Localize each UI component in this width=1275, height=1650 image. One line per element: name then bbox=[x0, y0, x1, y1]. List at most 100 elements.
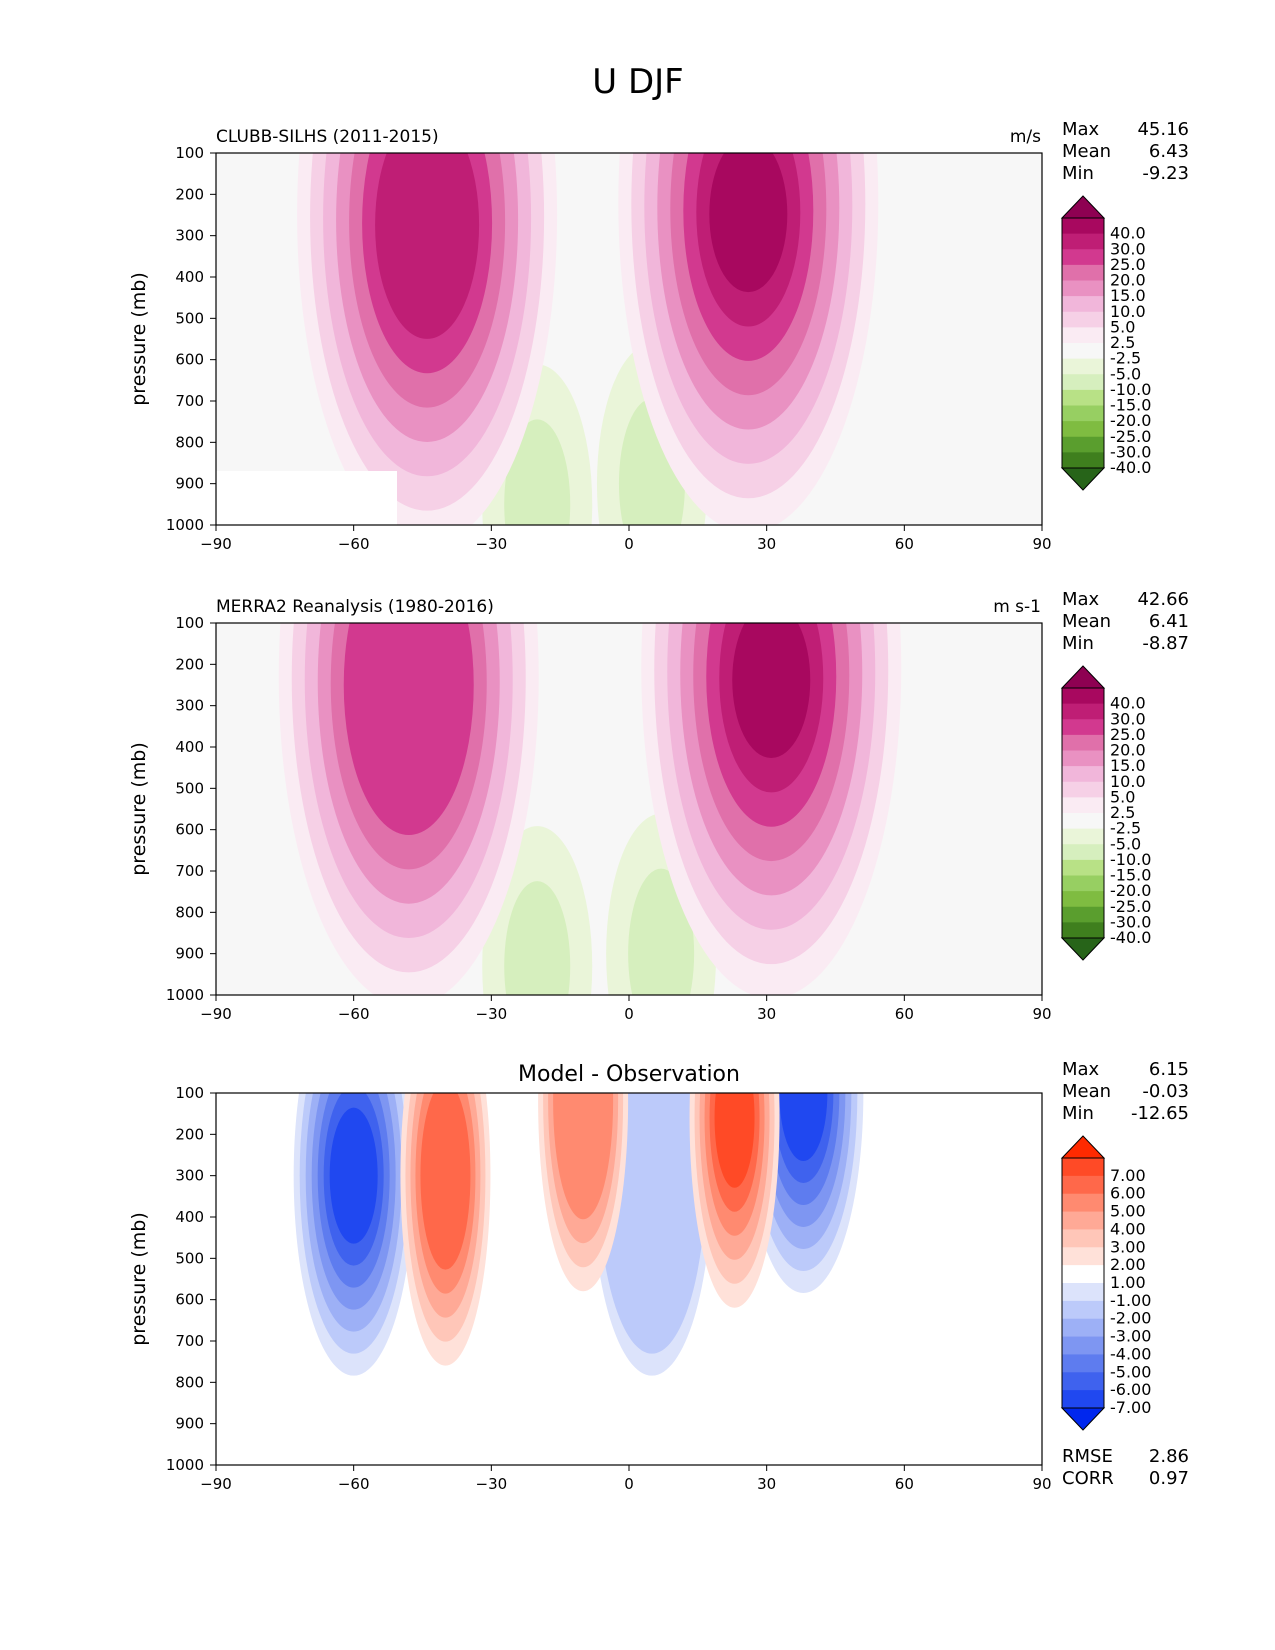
colorbar-swatch bbox=[1062, 781, 1104, 798]
stat-value-min: -9.23 bbox=[1142, 163, 1189, 184]
y-tick-label: 400 bbox=[175, 738, 204, 756]
colorbar: 40.030.025.020.015.010.05.02.5-2.5-5.0-1… bbox=[1060, 665, 1151, 961]
colorbar-label: 40.0 bbox=[1110, 224, 1146, 243]
colorbar-label: 40.0 bbox=[1110, 694, 1146, 713]
colorbar-swatch bbox=[1062, 922, 1104, 939]
colorbar-label: 25.0 bbox=[1110, 725, 1146, 744]
colorbar-label: 2.5 bbox=[1110, 333, 1135, 352]
y-axis-ticks: 100 200 300 400 500 600 700 800 900 1000 bbox=[166, 614, 216, 1004]
colorbar-swatch bbox=[1062, 750, 1104, 767]
stat-value-mean: 6.43 bbox=[1149, 141, 1189, 162]
colorbar-swatch bbox=[1062, 1211, 1104, 1230]
colorbar-label: 30.0 bbox=[1110, 709, 1146, 728]
contour-field bbox=[216, 623, 1042, 995]
colorbar-label: -10.0 bbox=[1110, 850, 1151, 869]
y-axis-label: pressure (mb) bbox=[128, 742, 150, 876]
colorbar-label: 1.00 bbox=[1110, 1273, 1146, 1292]
x-tick-label: 60 bbox=[895, 1005, 914, 1023]
colorbar-extend-bottom bbox=[1060, 467, 1106, 491]
x-tick-label: −90 bbox=[200, 1005, 232, 1023]
colorbar-swatch bbox=[1062, 703, 1104, 720]
colorbar-label: -30.0 bbox=[1110, 442, 1151, 461]
colorbar-swatch bbox=[1062, 389, 1104, 406]
x-tick-label: −30 bbox=[476, 1475, 508, 1493]
colorbar-swatch bbox=[1062, 1318, 1104, 1338]
colorbar-swatch bbox=[1062, 452, 1104, 469]
colorbar-swatch bbox=[1062, 374, 1104, 391]
x-tick-label: 30 bbox=[757, 1005, 776, 1023]
x-tick-label: −30 bbox=[476, 535, 508, 553]
colorbar-label: -5.00 bbox=[1110, 1362, 1151, 1381]
panel-observation: MERRA2 Reanalysis (1980-2016) m s-1 pres… bbox=[128, 589, 1189, 1023]
x-tick-label: 90 bbox=[1032, 1475, 1051, 1493]
x-tick-label: −60 bbox=[338, 1475, 370, 1493]
y-tick-label: 200 bbox=[175, 655, 204, 673]
colorbar-label: 20.0 bbox=[1110, 271, 1146, 290]
colorbar-swatch bbox=[1062, 828, 1104, 845]
stat-value-min: -8.87 bbox=[1142, 633, 1189, 654]
colorbar-swatch bbox=[1062, 906, 1104, 923]
contour-field bbox=[216, 153, 1042, 525]
stat-label-max: Max bbox=[1062, 119, 1100, 140]
colorbar-extend-bottom bbox=[1060, 1407, 1106, 1431]
stat-value-max: 45.16 bbox=[1137, 119, 1189, 140]
y-tick-label: 200 bbox=[175, 1125, 204, 1143]
x-tick-label: −90 bbox=[200, 1475, 232, 1493]
stat-label-mean: Mean bbox=[1062, 611, 1111, 632]
y-tick-label: 900 bbox=[175, 475, 204, 493]
panel-units: m s-1 bbox=[993, 597, 1041, 617]
colorbar-label: -4.00 bbox=[1110, 1344, 1151, 1363]
x-tick-label: 90 bbox=[1032, 1005, 1051, 1023]
stat-value-corr: 0.97 bbox=[1149, 1468, 1189, 1489]
colorbar-swatch bbox=[1062, 405, 1104, 422]
y-tick-label: 400 bbox=[175, 268, 204, 286]
y-tick-label: 800 bbox=[175, 903, 204, 921]
colorbar-swatch bbox=[1062, 264, 1104, 281]
y-tick-label: 1000 bbox=[166, 986, 204, 1004]
jet-contour bbox=[375, 153, 480, 339]
y-tick-label: 600 bbox=[175, 1291, 204, 1309]
stat-label-mean: Mean bbox=[1062, 141, 1111, 162]
y-tick-label: 100 bbox=[175, 614, 204, 632]
x-tick-label: 0 bbox=[624, 535, 634, 553]
colorbar-label: -15.0 bbox=[1110, 866, 1151, 885]
x-tick-label: −60 bbox=[338, 1005, 370, 1023]
colorbar-swatch bbox=[1062, 1175, 1104, 1195]
colorbar-swatch bbox=[1062, 296, 1104, 313]
y-tick-label: 100 bbox=[175, 1084, 204, 1102]
colorbar-label: 15.0 bbox=[1110, 286, 1146, 305]
panel-title-center: Model - Observation bbox=[518, 1062, 740, 1087]
colorbar-label: 30.0 bbox=[1110, 239, 1146, 258]
missing-data-region bbox=[216, 1411, 397, 1465]
stat-label-rmse: RMSE bbox=[1062, 1446, 1113, 1467]
colorbar-swatch bbox=[1062, 1265, 1104, 1284]
colorbar-label: -2.5 bbox=[1110, 819, 1141, 838]
jet-contour bbox=[709, 153, 788, 293]
jet-contour bbox=[732, 623, 811, 759]
colorbar-swatch bbox=[1062, 797, 1104, 814]
colorbar-label: -40.0 bbox=[1110, 928, 1151, 947]
x-tick-label: −90 bbox=[200, 535, 232, 553]
colorbar-label: 5.00 bbox=[1110, 1202, 1146, 1221]
colorbar-label: -25.0 bbox=[1110, 897, 1151, 916]
negative-bias-contour bbox=[329, 1107, 378, 1244]
panel-title-left: MERRA2 Reanalysis (1980-2016) bbox=[216, 597, 494, 617]
colorbar-label: -3.00 bbox=[1110, 1327, 1151, 1346]
x-tick-label: 30 bbox=[757, 1475, 776, 1493]
colorbar-swatch bbox=[1062, 249, 1104, 266]
panel-model: CLUBB-SILHS (2011-2015) m/s pressure (mb… bbox=[128, 119, 1189, 553]
colorbar-swatch bbox=[1062, 766, 1104, 783]
stat-label-min: Min bbox=[1062, 633, 1094, 654]
colorbar-swatch bbox=[1062, 719, 1104, 736]
x-tick-label: 90 bbox=[1032, 535, 1051, 553]
colorbar-label: -10.0 bbox=[1110, 380, 1151, 399]
stat-value-max: 42.66 bbox=[1137, 589, 1189, 610]
colorbar-label: -20.0 bbox=[1110, 881, 1151, 900]
jet-contour bbox=[343, 623, 474, 835]
colorbar-label: -6.00 bbox=[1110, 1380, 1151, 1399]
colorbar-extend-top bbox=[1060, 665, 1106, 689]
y-tick-label: 500 bbox=[175, 779, 204, 797]
y-tick-label: 100 bbox=[175, 144, 204, 162]
x-axis-ticks: −90 −60 −30 0 30 60 90 bbox=[200, 525, 1052, 553]
